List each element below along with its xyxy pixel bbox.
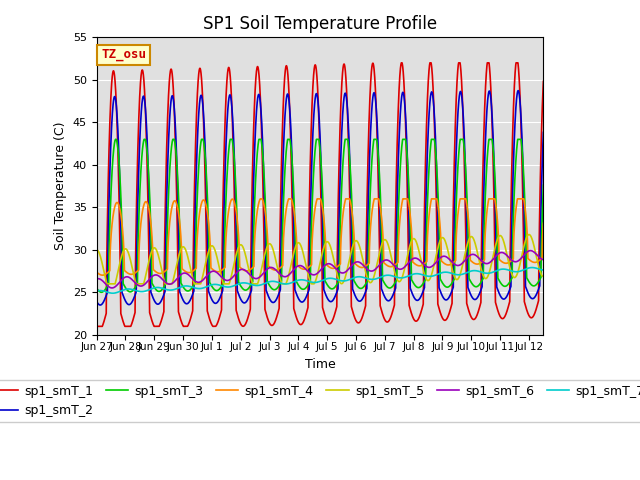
sp1_smT_1 — [424, 86, 432, 92]
sp1_smT_7 — [424, 273, 432, 279]
sp1_smT_7 — [540, 267, 547, 273]
sp1_smT_3 — [255, 139, 262, 144]
sp1_smT_7 — [528, 264, 536, 270]
sp1_smT_5 — [424, 278, 432, 284]
sp1_smT_3 — [448, 280, 456, 286]
sp1_smT_1 — [357, 317, 365, 323]
sp1_smT_1 — [115, 197, 123, 203]
sp1_smT_2 — [377, 231, 385, 237]
Line: sp1_smT_2: sp1_smT_2 — [97, 91, 543, 305]
sp1_smT_4 — [377, 206, 385, 212]
sp1_smT_6 — [540, 257, 547, 263]
sp1_smT_4 — [257, 196, 264, 202]
sp1_smT_5 — [377, 246, 385, 252]
sp1_smT_7 — [357, 274, 365, 280]
sp1_smT_2 — [97, 302, 104, 308]
sp1_smT_7 — [109, 290, 116, 296]
sp1_smT_5 — [540, 274, 547, 279]
Line: sp1_smT_1: sp1_smT_1 — [97, 63, 543, 326]
sp1_smT_4 — [99, 272, 106, 278]
Line: sp1_smT_5: sp1_smT_5 — [97, 235, 543, 284]
sp1_smT_4 — [448, 261, 456, 267]
sp1_smT_2 — [540, 130, 547, 135]
sp1_smT_2 — [424, 136, 432, 142]
sp1_smT_4 — [540, 220, 547, 226]
sp1_smT_3 — [115, 161, 123, 167]
sp1_smT_2 — [515, 88, 522, 94]
Legend: sp1_smT_1, sp1_smT_2, sp1_smT_3, sp1_smT_4, sp1_smT_5, sp1_smT_6, sp1_smT_7: sp1_smT_1, sp1_smT_2, sp1_smT_3, sp1_smT… — [0, 380, 640, 422]
sp1_smT_6 — [377, 261, 385, 266]
sp1_smT_5 — [115, 264, 123, 269]
sp1_smT_1 — [397, 60, 405, 66]
sp1_smT_3 — [93, 285, 100, 291]
sp1_smT_3 — [424, 188, 432, 193]
sp1_smT_6 — [93, 276, 100, 282]
Text: TZ_osu: TZ_osu — [101, 48, 146, 61]
sp1_smT_4 — [424, 226, 432, 232]
sp1_smT_2 — [448, 288, 456, 294]
sp1_smT_4 — [255, 202, 262, 207]
sp1_smT_7 — [448, 270, 456, 276]
Line: sp1_smT_3: sp1_smT_3 — [97, 139, 543, 292]
sp1_smT_1 — [255, 66, 262, 72]
sp1_smT_7 — [255, 283, 262, 288]
Line: sp1_smT_6: sp1_smT_6 — [97, 251, 543, 288]
sp1_smT_5 — [448, 264, 456, 270]
sp1_smT_4 — [357, 264, 365, 270]
sp1_smT_6 — [527, 248, 534, 253]
sp1_smT_5 — [93, 247, 100, 253]
sp1_smT_5 — [103, 281, 111, 287]
sp1_smT_3 — [97, 289, 105, 295]
sp1_smT_1 — [540, 79, 547, 84]
sp1_smT_4 — [93, 269, 100, 275]
Line: sp1_smT_4: sp1_smT_4 — [97, 199, 543, 275]
sp1_smT_6 — [424, 264, 432, 270]
sp1_smT_3 — [540, 182, 547, 188]
sp1_smT_1 — [93, 324, 100, 329]
Y-axis label: Soil Temperature (C): Soil Temperature (C) — [54, 122, 67, 251]
sp1_smT_1 — [376, 304, 384, 310]
sp1_smT_7 — [93, 288, 100, 294]
sp1_smT_5 — [255, 278, 262, 284]
Title: SP1 Soil Temperature Profile: SP1 Soil Temperature Profile — [203, 15, 437, 33]
sp1_smT_3 — [377, 197, 385, 203]
sp1_smT_5 — [525, 232, 533, 238]
sp1_smT_6 — [255, 275, 262, 281]
sp1_smT_1 — [448, 301, 456, 307]
sp1_smT_7 — [377, 274, 385, 280]
sp1_smT_2 — [93, 299, 100, 304]
sp1_smT_6 — [115, 280, 123, 286]
sp1_smT_2 — [255, 92, 262, 97]
sp1_smT_6 — [108, 285, 116, 291]
sp1_smT_7 — [115, 289, 123, 295]
X-axis label: Time: Time — [305, 358, 335, 371]
sp1_smT_6 — [357, 260, 365, 266]
sp1_smT_3 — [111, 136, 119, 142]
sp1_smT_4 — [115, 203, 123, 209]
Line: sp1_smT_7: sp1_smT_7 — [97, 267, 543, 293]
sp1_smT_5 — [357, 249, 365, 255]
sp1_smT_3 — [357, 286, 365, 291]
sp1_smT_2 — [115, 159, 123, 165]
sp1_smT_2 — [357, 298, 365, 303]
sp1_smT_6 — [448, 259, 456, 264]
